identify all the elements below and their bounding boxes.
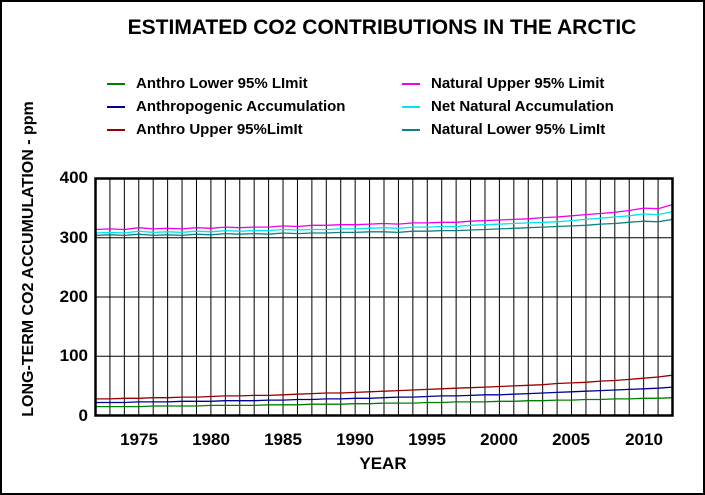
y-tick-label: 200: [59, 287, 88, 306]
legend-item: Net Natural Accumulation: [402, 98, 614, 116]
legend-item: Natural Upper 95% Limit: [402, 75, 604, 93]
y-tick-label: 400: [59, 168, 88, 187]
anthro-upper-line-swatch: [107, 129, 125, 131]
legend-label: Net Natural Accumulation: [431, 98, 614, 115]
y-axis-title: LONG-TERM CO2 ACCUMULATION - ppm: [20, 101, 37, 417]
x-tick-label: 2000: [480, 430, 518, 449]
x-tick-label: 1985: [264, 430, 302, 449]
legend-label: Anthropogenic Accumulation: [136, 98, 346, 115]
natural-lower-line-swatch: [402, 129, 420, 131]
x-tick-label: 1990: [336, 430, 374, 449]
legend-item: Anthropogenic Accumulation: [107, 98, 345, 116]
y-tick-label: 100: [59, 346, 88, 365]
plot-area: [94, 177, 674, 417]
y-tick-label: 0: [78, 406, 88, 425]
x-tick-label: 1975: [120, 430, 158, 449]
legend-item: Natural Lower 95% LimIt: [402, 121, 605, 139]
chart-title: ESTIMATED CO2 CONTRIBUTIONS IN THE ARCTI…: [127, 16, 637, 39]
x-tick-label: 2010: [625, 430, 663, 449]
x-tick-label: 2005: [552, 430, 590, 449]
x-tick-label: 1995: [408, 430, 446, 449]
y-tick-label: 300: [59, 228, 88, 247]
anthro-lower-line-swatch: [107, 83, 125, 85]
net-natural-line-swatch: [402, 106, 420, 108]
legend-label: Anthro Lower 95% LImit: [136, 75, 308, 92]
legend-label: Natural Lower 95% LimIt: [431, 121, 606, 138]
natural-upper-line-swatch: [402, 83, 420, 85]
legend-label: Natural Upper 95% Limit: [431, 75, 605, 92]
anthropogenic-line-swatch: [107, 106, 125, 108]
legend-item: Anthro Lower 95% LImit: [107, 75, 308, 93]
x-axis-title: YEAR: [359, 454, 407, 473]
x-tick-label: 1980: [192, 430, 230, 449]
legend-item: Anthro Upper 95%LimIt: [107, 121, 303, 139]
legend-label: Anthro Upper 95%LimIt: [136, 121, 303, 138]
